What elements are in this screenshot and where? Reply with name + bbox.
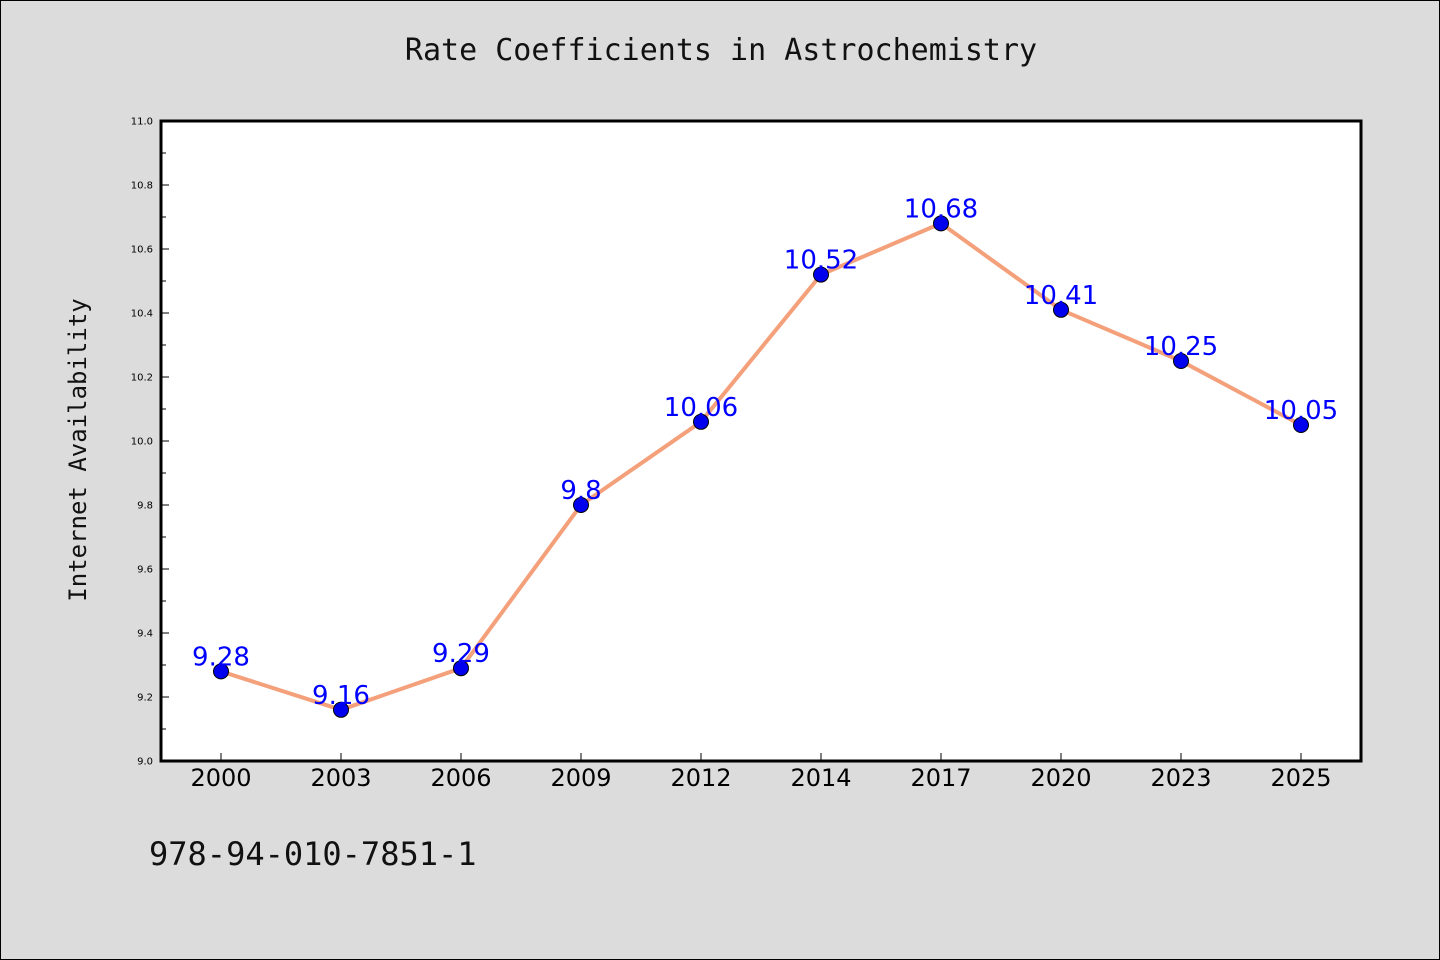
x-tick-label: 2012 <box>670 764 731 792</box>
y-tick-label: 10.4 <box>131 309 153 320</box>
data-point <box>813 266 829 283</box>
y-tick-label: 10.0 <box>131 437 153 448</box>
data-label: 10.68 <box>904 194 978 224</box>
data-label: 10.52 <box>784 246 858 276</box>
y-tick-label: 11.0 <box>131 117 153 128</box>
data-label: 9.29 <box>432 639 490 669</box>
data-label: 9.16 <box>312 681 370 711</box>
data-label: 10.05 <box>1264 396 1338 426</box>
chart-title: Rate Coefficients in Astrochemistry <box>404 33 1038 68</box>
data-label: 10.25 <box>1144 332 1218 362</box>
x-tick-label: 2025 <box>1270 764 1331 792</box>
data-point <box>333 701 349 718</box>
y-tick-label: 9.4 <box>137 629 153 640</box>
data-point <box>933 215 949 232</box>
x-axis: 2000 2003 2006 2009 2012 2014 2017 2020 2023 2025 <box>190 753 1332 792</box>
x-tick-label: 2014 <box>790 764 851 792</box>
y-tick-label: 9.0 <box>137 757 153 768</box>
data-label: 9.8 <box>560 476 601 506</box>
y-tick-label: 10.6 <box>131 245 153 256</box>
x-tick-label: 2020 <box>1030 764 1091 792</box>
y-tick-label: 9.6 <box>137 565 153 576</box>
data-point <box>693 413 709 430</box>
x-tick-label: 2003 <box>310 764 371 792</box>
data-label: 9.28 <box>192 642 250 672</box>
data-point <box>1173 353 1189 369</box>
series-layer: 9.28 9.16 9.29 9.8 10.06 10.52 10.68 10.41 10.25… <box>192 194 1338 718</box>
y-tick-label: 9.2 <box>137 693 153 704</box>
footer-code: 978-94-010-7851-1 <box>149 835 477 873</box>
x-tick-label: 2006 <box>430 764 491 792</box>
data-point <box>573 497 589 513</box>
y-tick-label: 10.8 <box>131 181 153 192</box>
data-point <box>1293 417 1309 433</box>
x-tick-label: 2017 <box>910 764 971 792</box>
y-tick-label: 10.2 <box>131 373 153 384</box>
x-tick-label: 2023 <box>1150 764 1211 792</box>
data-point <box>1053 301 1069 318</box>
y-tick-label: 9.8 <box>137 501 153 512</box>
x-tick-label: 2009 <box>550 764 611 792</box>
x-tick-label: 2000 <box>190 764 251 792</box>
series-line <box>219 221 1303 712</box>
data-point <box>213 663 229 680</box>
plot-area <box>161 121 1361 761</box>
data-point <box>453 660 469 677</box>
data-label: 10.41 <box>1024 281 1098 311</box>
data-label: 10.06 <box>664 393 738 423</box>
plot-frame <box>159 119 1363 763</box>
